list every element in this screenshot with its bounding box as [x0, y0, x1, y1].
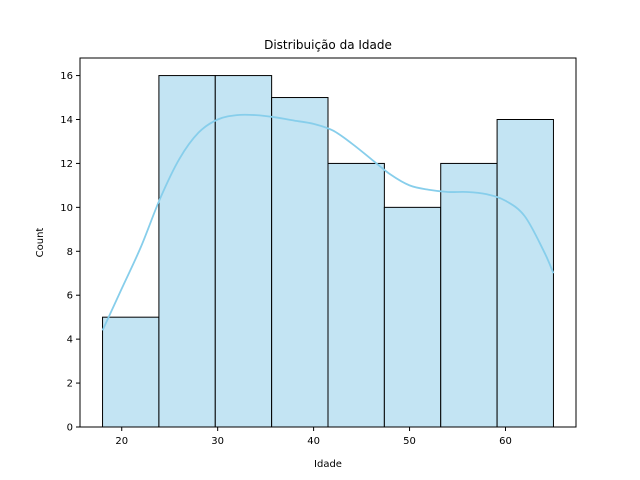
histogram-bar-7	[440, 162, 498, 428]
histogram-bar-1	[102, 316, 160, 428]
y-tick-label: 2	[67, 379, 73, 390]
histogram-bars	[102, 75, 554, 428]
histogram-bar-2	[158, 75, 216, 428]
y-tick-label: 10	[60, 203, 73, 214]
y-tick-label: 6	[67, 291, 73, 302]
histogram-bar-3	[214, 75, 273, 428]
histogram-bar-4	[271, 97, 329, 428]
x-tick-label: 30	[211, 436, 224, 447]
x-tick-label: 50	[403, 436, 416, 447]
x-tick-label: 40	[307, 436, 320, 447]
histogram-bar-5	[327, 162, 385, 428]
chart-title: Distribuição da Idade	[264, 38, 392, 52]
y-axis-ticks: 0 2 4 6 8 10 12 14 16	[60, 71, 80, 434]
plot-frame	[79, 57, 577, 428]
x-tick-label: 60	[499, 436, 512, 447]
x-tick-label: 20	[115, 436, 128, 447]
y-tick-label: 8	[67, 247, 73, 258]
y-tick-label: 4	[67, 335, 73, 346]
x-axis-ticks: 20 30 40 50 60	[115, 427, 512, 447]
x-axis-label: Idade	[314, 459, 342, 470]
y-tick-label: 16	[60, 71, 73, 82]
y-tick-label: 12	[60, 159, 73, 170]
y-tick-label: 0	[67, 423, 73, 434]
y-tick-label: 14	[60, 115, 73, 126]
histogram-bar-6	[383, 206, 442, 428]
y-axis-label: Count	[35, 228, 46, 258]
histogram-bar-8	[496, 119, 554, 428]
kde-line	[101, 113, 555, 331]
